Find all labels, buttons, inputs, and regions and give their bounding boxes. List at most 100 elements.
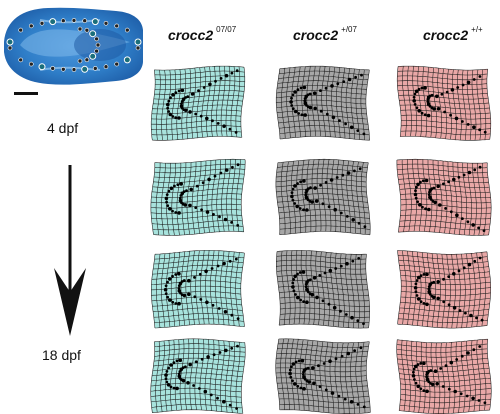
landmark-point <box>230 221 234 224</box>
grid-line <box>236 159 241 232</box>
landmark-point <box>171 300 175 304</box>
landmark-point <box>288 371 292 376</box>
landmark-point <box>466 80 471 85</box>
landmark-point <box>180 100 184 103</box>
landmark-point <box>319 89 322 92</box>
landmark-point <box>308 92 312 96</box>
landmark-point <box>466 351 470 355</box>
landmark-point <box>436 107 441 111</box>
grid-line <box>181 68 187 140</box>
landmark-point <box>289 100 293 104</box>
landmark-point <box>175 359 179 363</box>
grid-background <box>150 159 246 236</box>
landmark-point <box>230 313 234 317</box>
grid-line <box>331 159 337 232</box>
landmark-point <box>426 97 430 101</box>
grid-background <box>396 159 492 236</box>
landmark-point <box>413 286 418 290</box>
grid-line <box>422 66 428 138</box>
landmark-point <box>224 348 228 353</box>
grid-line <box>301 66 306 137</box>
landmark-point <box>460 354 464 358</box>
grid-line <box>160 340 165 412</box>
grid-line <box>335 253 340 328</box>
landmark-point <box>174 273 178 276</box>
landmark-point <box>439 367 443 370</box>
landmark-point <box>212 213 215 216</box>
landmark-point <box>341 173 345 177</box>
grid-line <box>174 339 180 411</box>
landmark-point <box>222 261 226 266</box>
photo-landmark-point <box>135 45 141 51</box>
landmark-point <box>433 369 438 374</box>
genotype-label-homozygous: crocc2 07/07 <box>168 25 237 43</box>
landmark-point <box>425 375 429 379</box>
grid-line <box>455 341 461 413</box>
landmark-point <box>236 317 240 320</box>
grid-line <box>184 338 190 410</box>
landmark-point <box>164 284 168 288</box>
grid-line <box>350 68 356 140</box>
landmark-point <box>420 86 424 90</box>
landmark-point <box>236 224 240 227</box>
landmark-point <box>454 116 459 121</box>
grid-line <box>476 339 481 411</box>
landmark-point <box>303 113 308 117</box>
grid-line <box>336 67 341 138</box>
landmark-point <box>184 108 188 112</box>
grid-line <box>226 159 231 232</box>
landmark-point <box>234 257 238 261</box>
grid-line <box>432 67 437 138</box>
landmark-point <box>180 102 183 106</box>
landmark-point <box>178 358 183 363</box>
landmark-point <box>452 177 456 182</box>
genotype-label-heterozygous: crocc2 +/07 <box>293 25 357 43</box>
grid-line <box>406 340 411 412</box>
grid-line <box>180 251 185 326</box>
landmark-point <box>291 93 295 97</box>
landmark-point <box>313 186 318 190</box>
landmark-point <box>328 359 332 364</box>
landmark-point <box>319 183 322 187</box>
landmark-point <box>197 89 200 93</box>
grid-line <box>447 69 452 140</box>
landmark-point <box>346 171 351 175</box>
landmark-point <box>217 307 221 310</box>
grid-line <box>397 250 402 325</box>
landmark-point <box>167 366 171 370</box>
landmark-point <box>351 259 355 263</box>
grid-line <box>176 162 182 236</box>
landmark-point <box>305 208 309 212</box>
grid-line <box>481 252 486 327</box>
grid-line <box>365 254 370 328</box>
grid-line <box>456 254 461 329</box>
landmark-point <box>166 106 170 110</box>
landmark-point <box>416 182 420 187</box>
landmark-point <box>467 170 472 175</box>
photo-landmark-point <box>84 57 90 63</box>
photo-landmark-point <box>95 42 101 48</box>
landmark-point <box>353 169 356 173</box>
landmark-point <box>222 399 226 404</box>
landmark-point <box>296 88 300 91</box>
landmark-point <box>332 305 337 310</box>
landmark-point <box>471 223 476 227</box>
landmark-point <box>193 295 197 299</box>
landmark-point <box>169 186 174 191</box>
landmark-point <box>213 174 217 178</box>
grid-line <box>286 67 291 139</box>
landmark-point <box>291 198 295 202</box>
grid-line <box>306 159 312 232</box>
grid-line <box>156 253 161 328</box>
landmark-point <box>362 405 366 409</box>
landmark-point <box>324 388 328 392</box>
landmark-point <box>177 287 181 290</box>
landmark-point <box>185 189 188 193</box>
landmark-point <box>311 366 315 370</box>
landmark-point <box>327 302 331 306</box>
grid-line <box>170 252 176 327</box>
landmark-point <box>188 110 192 114</box>
grid-line <box>435 342 441 414</box>
landmark-point <box>457 269 461 273</box>
landmark-point <box>216 396 219 400</box>
